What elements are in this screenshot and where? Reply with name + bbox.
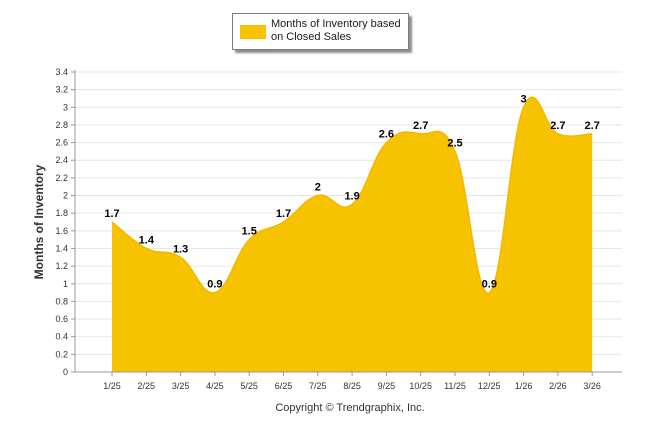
data-label: 2 bbox=[315, 182, 321, 194]
data-label: 2.5 bbox=[447, 137, 462, 149]
y-tick-label: 2.8 bbox=[55, 120, 68, 130]
data-label: 1.3 bbox=[173, 243, 188, 255]
data-label: 2.7 bbox=[413, 120, 428, 132]
x-tick-label: 5/25 bbox=[240, 381, 258, 391]
data-label: 1.5 bbox=[242, 226, 257, 238]
y-axis-ticks: 0 0.2 0.4 0.6 0.8 1 1.2 1.4 1.6 1.8 2 2.2 2.4 2.6 2.8 3… bbox=[55, 67, 75, 377]
x-tick-label: 3/25 bbox=[172, 381, 190, 391]
axes bbox=[74, 70, 622, 373]
x-tick-label: 1/25 bbox=[103, 381, 121, 391]
x-tick-label: 12/25 bbox=[478, 381, 501, 391]
data-label: 0.9 bbox=[207, 279, 222, 291]
data-label: 2.7 bbox=[585, 120, 600, 132]
x-tick-label: 9/25 bbox=[378, 381, 396, 391]
legend-label-line-1: Months of Inventory based bbox=[271, 18, 401, 30]
y-tick-label: 0.2 bbox=[55, 349, 68, 359]
data-label: 1.7 bbox=[276, 208, 291, 220]
x-tick-label: 3/26 bbox=[583, 381, 601, 391]
x-axis-ticks: 1/25 2/25 3/25 4/25 5/25 6/25 7/25 8/25 9/25 10/2… bbox=[103, 372, 601, 391]
data-label: 2.6 bbox=[379, 129, 394, 141]
y-tick-label: 3.2 bbox=[55, 85, 68, 95]
legend: Months of Inventory based on Closed Sale… bbox=[232, 13, 409, 50]
x-tick-label: 7/25 bbox=[309, 381, 327, 391]
y-tick-label: 0.6 bbox=[55, 314, 68, 324]
x-tick-label: 4/25 bbox=[206, 381, 224, 391]
x-tick-label: 8/25 bbox=[343, 381, 361, 391]
data-label: 2.7 bbox=[550, 120, 565, 132]
data-label: 1.7 bbox=[104, 208, 119, 220]
area-fill bbox=[112, 97, 593, 373]
y-tick-label: 3.4 bbox=[55, 67, 68, 77]
copyright-text: Copyright © Trendgraphix, Inc. bbox=[275, 402, 425, 414]
y-tick-label: 1 bbox=[63, 279, 68, 289]
data-labels: 1.7 1.4 1.3 0.9 1.5 1.7 2 1.9 2.6 2.7 2.5 0.9 3 2.7 2.… bbox=[104, 93, 599, 290]
y-tick-label: 0.8 bbox=[55, 296, 68, 306]
legend-label-line-2: on Closed Sales bbox=[271, 31, 352, 43]
x-tick-label: 2/26 bbox=[549, 381, 567, 391]
y-tick-label: 0 bbox=[63, 367, 68, 377]
y-axis-label: Months of Inventory bbox=[32, 164, 46, 279]
legend-label: Months of Inventory based on Closed Sale… bbox=[271, 18, 407, 44]
data-label: 3 bbox=[521, 93, 527, 105]
data-label: 0.9 bbox=[482, 279, 497, 291]
area-line bbox=[111, 96, 593, 294]
data-label: 1.4 bbox=[139, 234, 155, 246]
x-tick-label: 1/26 bbox=[515, 381, 533, 391]
y-tick-label: 1.2 bbox=[55, 261, 68, 271]
y-tick-label: 2 bbox=[63, 191, 68, 201]
area-series bbox=[111, 96, 593, 373]
data-label: 1.9 bbox=[344, 190, 359, 202]
y-tick-label: 1.4 bbox=[55, 243, 68, 253]
y-tick-label: 2.6 bbox=[55, 138, 68, 148]
y-tick-label: 1.6 bbox=[55, 226, 68, 236]
legend-swatch bbox=[240, 25, 266, 39]
y-tick-label: 2.2 bbox=[55, 173, 68, 183]
y-tick-label: 2.4 bbox=[55, 155, 68, 165]
y-tick-label: 3 bbox=[63, 102, 68, 112]
x-tick-label: 11/25 bbox=[444, 381, 466, 391]
y-tick-label: 0.4 bbox=[55, 332, 68, 342]
x-tick-label: 2/25 bbox=[138, 381, 156, 391]
x-tick-label: 6/25 bbox=[275, 381, 293, 391]
x-tick-label: 10/25 bbox=[409, 381, 432, 391]
y-tick-label: 1.8 bbox=[55, 208, 68, 218]
